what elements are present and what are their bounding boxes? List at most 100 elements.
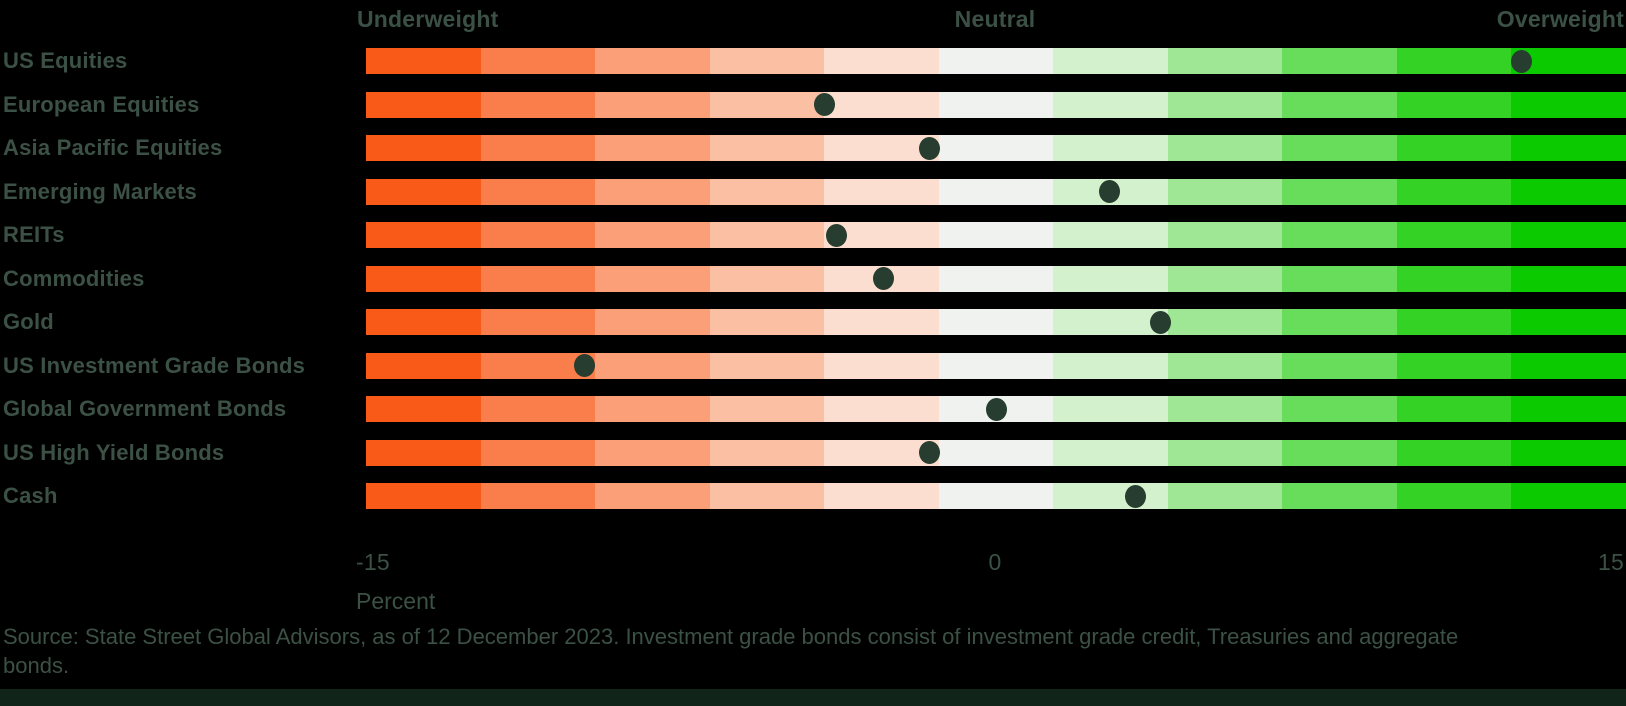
gradient-segment [1167,91,1283,118]
gradient-segment [709,222,825,248]
gradient-segment [1396,91,1512,118]
gradient-segment [366,439,481,466]
x-axis-tick-max: 15 [1598,549,1624,575]
gradient-segment [366,178,481,205]
position-dot [1149,310,1171,334]
asset-label: Cash [3,483,58,508]
gradient-segment [1511,265,1626,292]
gradient-segment [938,222,1054,248]
zone-label-underweight: Underweight [357,6,499,32]
gradient-segment [824,48,939,74]
gradient-segment [595,135,710,161]
gradient-segment [366,135,481,161]
asset-label: Emerging Markets [3,178,197,204]
gradient-segment [1167,48,1283,74]
gradient-segment [1053,396,1168,422]
gradient-segment [824,396,939,422]
position-dot [986,397,1007,421]
gradient-segment [480,135,596,161]
gradient-segment [1282,439,1397,466]
gradient-segment [1167,396,1283,422]
gradient-segment [480,439,596,466]
asset-row: US Equities [0,48,1626,74]
gradient-segment [938,178,1054,205]
gradient-segment [1167,309,1283,335]
gradient-segment [1396,222,1512,248]
zone-label-neutral: Neutral [954,6,1036,32]
gradient-bar [366,439,1626,466]
gradient-segment [1167,135,1283,161]
gradient-segment [1396,309,1512,335]
asset-label: European Equities [3,91,200,117]
asset-label: US High Yield Bonds [3,439,225,465]
gradient-segment [1167,352,1283,379]
gradient-segment [595,396,710,422]
gradient-segment [1282,178,1397,205]
asset-row: Asia Pacific Equities [0,135,1626,161]
gradient-segment [938,91,1054,118]
asset-row: Global Government Bonds [0,396,1626,422]
gradient-segment [1511,309,1626,335]
gradient-bar [366,91,1626,118]
gradient-segment [1053,48,1168,74]
gradient-segment [938,352,1054,379]
asset-row: Emerging Markets [0,178,1626,205]
x-axis-unit-label: Percent [356,588,436,614]
asset-label: US Equities [3,48,128,73]
gradient-segment [1053,135,1168,161]
gradient-segment [1511,91,1626,118]
gradient-segment [938,439,1054,466]
gradient-segment [938,309,1054,335]
position-dot [918,441,940,464]
gradient-segment [1511,352,1626,379]
zone-label-overweight: Overweight [1496,6,1624,32]
gradient-segment [1282,135,1397,161]
gradient-segment [1053,222,1168,248]
gradient-segment [1511,439,1626,466]
gradient-bar [366,396,1626,422]
gradient-segment [595,309,710,335]
gradient-segment [1396,265,1512,292]
gradient-segment [480,178,596,205]
footer-strip [0,689,1626,706]
gradient-segment [1053,439,1168,466]
gradient-segment [709,91,825,118]
gradient-segment [595,222,710,248]
gradient-segment [824,352,939,379]
gradient-segment [480,483,596,509]
gradient-segment [709,439,825,466]
gradient-segment [824,91,939,118]
gradient-segment [366,352,481,379]
gradient-segment [366,265,481,292]
asset-row: Gold [0,309,1626,335]
asset-label: Commodities [3,265,145,291]
gradient-segment [1167,178,1283,205]
gradient-segment [595,439,710,466]
position-dot [918,136,940,160]
gradient-segment [1396,48,1512,74]
asset-row: US High Yield Bonds [0,439,1626,466]
gradient-segment [1167,439,1283,466]
asset-label: US Investment Grade Bonds [3,352,306,378]
gradient-segment [480,222,596,248]
gradient-segment [480,91,596,118]
position-dot [574,354,596,377]
position-dot [1511,49,1532,73]
gradient-segment [1396,352,1512,379]
gradient-bar [366,178,1626,205]
position-dot [1099,180,1121,203]
gradient-segment [480,396,596,422]
gradient-segment [366,48,481,74]
gradient-segment [1282,91,1397,118]
gradient-segment [1053,265,1168,292]
gradient-segment [709,178,825,205]
gradient-segment [709,483,825,509]
gradient-bar [366,265,1626,292]
gradient-segment [366,396,481,422]
gradient-segment [709,352,825,379]
gradient-segment [1053,309,1168,335]
asset-row: REITs [0,222,1626,248]
gradient-segment [595,265,710,292]
gradient-segment [480,309,596,335]
